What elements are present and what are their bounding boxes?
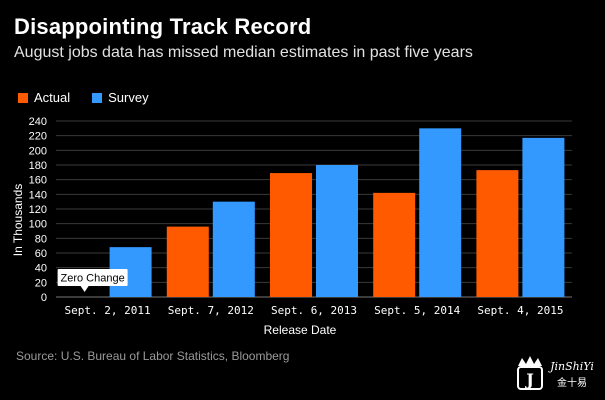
bar-survey-5 bbox=[522, 137, 565, 297]
x-tick-label: Sept. 5, 2014 bbox=[374, 304, 460, 317]
y-axis-label: In Thousands bbox=[11, 184, 25, 257]
crown-icon: J bbox=[517, 356, 543, 390]
legend-label-survey: Survey bbox=[108, 90, 149, 105]
svg-text:J: J bbox=[524, 370, 534, 389]
watermark-chinese: 金十易 bbox=[557, 376, 587, 389]
y-tick-label: 20 bbox=[35, 277, 47, 289]
bar-survey-4 bbox=[419, 128, 462, 297]
bar-actual-5 bbox=[476, 170, 519, 297]
x-axis-ticks: Sept. 2, 2011 Sept. 7, 2012 Sept. 6, 2013 S… bbox=[65, 304, 564, 317]
y-axis-ticks: 0 20 40 60 80 100 120 140 160 180 200 220 240 bbox=[29, 116, 47, 304]
x-axis-label: Release Date bbox=[264, 323, 337, 337]
bar-actual-4 bbox=[373, 192, 416, 297]
annotation-pointer bbox=[80, 286, 89, 292]
bar-actual-3 bbox=[270, 173, 312, 297]
y-tick-label: 160 bbox=[29, 175, 47, 187]
y-tick-label: 200 bbox=[29, 145, 47, 157]
source-note: Source: U.S. Bureau of Labor Statistics,… bbox=[16, 349, 290, 363]
y-tick-label: 60 bbox=[35, 248, 47, 260]
bar-survey-3 bbox=[316, 165, 358, 297]
legend-swatch-actual bbox=[18, 92, 28, 103]
annotation-label: Zero Change bbox=[60, 273, 124, 285]
y-tick-label: 0 bbox=[41, 292, 47, 304]
bar-survey-2 bbox=[212, 201, 255, 297]
watermark-text: JinShiYi bbox=[548, 360, 594, 373]
y-tick-label: 140 bbox=[29, 189, 47, 201]
x-tick-label: Sept. 6, 2013 bbox=[271, 304, 357, 317]
y-tick-label: 100 bbox=[29, 219, 47, 231]
y-tick-label: 240 bbox=[29, 116, 47, 128]
x-tick-label: Sept. 4, 2015 bbox=[477, 304, 563, 317]
y-tick-label: 80 bbox=[35, 233, 47, 245]
legend-label-actual: Actual bbox=[34, 90, 71, 105]
chart-title: Disappointing Track Record bbox=[14, 14, 312, 39]
y-tick-label: 220 bbox=[29, 131, 47, 143]
bars bbox=[109, 128, 565, 297]
annotations: Zero Change bbox=[57, 269, 128, 292]
legend-item-actual: Actual bbox=[18, 90, 70, 105]
y-tick-label: 120 bbox=[29, 204, 47, 216]
legend-swatch-survey bbox=[92, 92, 103, 103]
y-tick-label: 180 bbox=[29, 160, 47, 172]
annotation-box bbox=[57, 269, 128, 286]
x-tick-label: Sept. 7, 2012 bbox=[168, 304, 254, 317]
legend-item-survey: Survey bbox=[92, 90, 149, 105]
bar-actual-2 bbox=[166, 226, 209, 297]
chart-subtitle: August jobs data has missed median estim… bbox=[14, 44, 473, 61]
x-tick-label: Sept. 2, 2011 bbox=[65, 304, 151, 317]
watermark-logo: J JinShiYi 金十易 bbox=[517, 356, 594, 390]
legend: Actual Survey bbox=[18, 90, 171, 105]
y-tick-label: 40 bbox=[35, 263, 47, 275]
